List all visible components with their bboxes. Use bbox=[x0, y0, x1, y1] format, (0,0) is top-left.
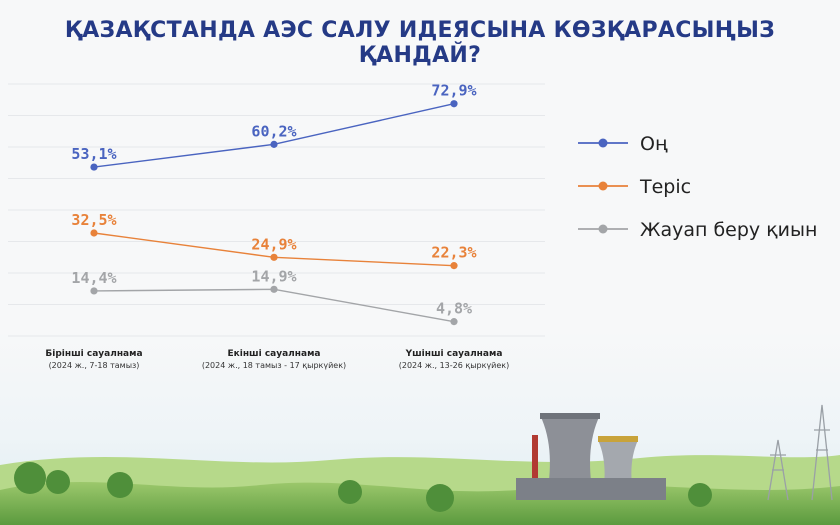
data-label: 53,1% bbox=[71, 145, 116, 163]
legend-marker bbox=[598, 224, 608, 234]
data-point bbox=[450, 318, 458, 326]
data-point bbox=[450, 262, 458, 270]
data-point bbox=[450, 100, 458, 108]
x-tick-label: Бірінші сауалнама bbox=[45, 348, 142, 359]
data-point bbox=[270, 253, 278, 261]
data-label: 14,9% bbox=[251, 267, 296, 285]
trees bbox=[14, 462, 712, 512]
legend-label: Теріс bbox=[639, 176, 691, 198]
series-points bbox=[90, 100, 458, 326]
data-point bbox=[270, 285, 278, 293]
legend-marker bbox=[598, 181, 608, 191]
landscape-illustration bbox=[0, 404, 840, 525]
data-label: 4,8% bbox=[436, 300, 472, 318]
x-tick-sublabel: (2024 ж., 7-18 тамыз) bbox=[49, 361, 140, 370]
data-label: 14,4% bbox=[71, 269, 116, 287]
x-tick-label: Үшінші сауалнама bbox=[405, 348, 503, 359]
x-tick-label: Екінші сауалнама bbox=[228, 348, 321, 359]
x-tick-sublabel: (2024 ж., 13-26 қыркүйек) bbox=[399, 361, 510, 370]
legend-marker bbox=[598, 138, 608, 148]
series-line-2 bbox=[93, 288, 455, 323]
data-label: 22,3% bbox=[431, 244, 476, 262]
data-point bbox=[270, 140, 278, 148]
data-point bbox=[90, 287, 98, 295]
gridlines bbox=[8, 83, 545, 337]
chart-title: ҚАЗАҚСТАНДА АЭС САЛУ ИДЕЯСЫНА КӨЗҚАРАСЫҢ… bbox=[64, 18, 776, 68]
chimney bbox=[532, 435, 538, 500]
data-label: 60,2% bbox=[251, 122, 296, 140]
legend-label: Жауап беру қиын bbox=[640, 219, 817, 241]
x-tick-sublabel: (2024 ж., 18 тамыз - 17 қыркүйек) bbox=[202, 361, 346, 370]
data-label: 32,5% bbox=[71, 211, 116, 229]
category-labels: Бірінші сауалнама (2024 ж., 7-18 тамыз) Ек… bbox=[45, 348, 509, 370]
data-label: 24,9% bbox=[251, 235, 296, 253]
data-point bbox=[90, 163, 98, 171]
power-pylons bbox=[767, 404, 833, 501]
data-point bbox=[90, 229, 98, 237]
value-labels: 53,1% 60,2% 72,9% 32,5% 24,9% 22,3% 14,4% 14,9%… bbox=[71, 82, 476, 318]
legend-label: Оң bbox=[640, 133, 668, 155]
legend: Оң Теріс Жауап беру қиын bbox=[578, 133, 817, 241]
plant-building bbox=[516, 478, 666, 500]
data-label: 72,9% bbox=[431, 82, 476, 100]
